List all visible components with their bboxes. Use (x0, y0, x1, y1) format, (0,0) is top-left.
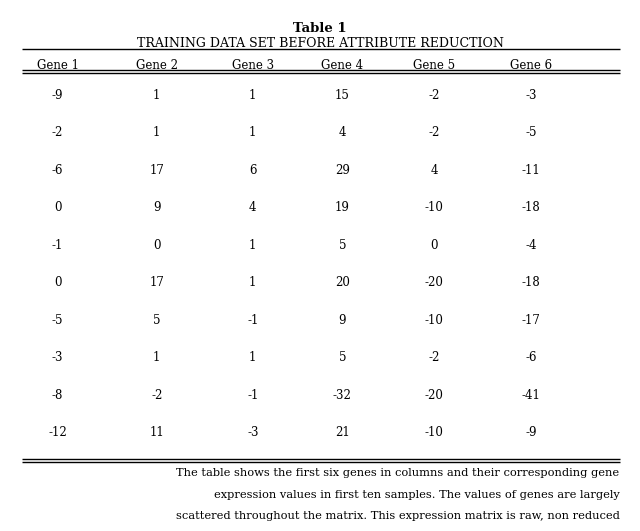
Text: -32: -32 (333, 389, 352, 401)
Text: Gene 2: Gene 2 (136, 59, 178, 72)
Text: -9: -9 (52, 89, 63, 102)
Text: TRAINING DATA SET BEFORE ATTRIBUTE REDUCTION: TRAINING DATA SET BEFORE ATTRIBUTE REDUC… (136, 37, 504, 50)
Text: -6: -6 (52, 164, 63, 177)
Text: -11: -11 (522, 164, 541, 177)
Text: -1: -1 (247, 389, 259, 401)
Text: Gene 1: Gene 1 (36, 59, 79, 72)
Text: 1: 1 (153, 89, 161, 102)
Text: 0: 0 (153, 238, 161, 252)
Text: expression values in first ten samples. The values of genes are largely: expression values in first ten samples. … (214, 490, 620, 500)
Text: Table 1: Table 1 (293, 22, 347, 35)
Text: 1: 1 (249, 126, 257, 139)
Text: -9: -9 (525, 426, 537, 439)
Text: The table shows the first six genes in columns and their corresponding gene: The table shows the first six genes in c… (177, 468, 620, 478)
Text: 9: 9 (153, 201, 161, 214)
Text: 1: 1 (249, 276, 257, 289)
Text: -41: -41 (522, 389, 541, 401)
Text: 1: 1 (249, 351, 257, 364)
Text: -10: -10 (424, 201, 444, 214)
Text: -6: -6 (525, 351, 537, 364)
Text: Gene 3: Gene 3 (232, 59, 274, 72)
Text: 5: 5 (153, 314, 161, 327)
Text: -2: -2 (428, 351, 440, 364)
Text: 1: 1 (249, 238, 257, 252)
Text: 9: 9 (339, 314, 346, 327)
Text: 19: 19 (335, 201, 350, 214)
Text: -17: -17 (522, 314, 541, 327)
Text: 20: 20 (335, 276, 350, 289)
Text: -1: -1 (52, 238, 63, 252)
Text: 0: 0 (54, 201, 61, 214)
Text: -2: -2 (52, 126, 63, 139)
Text: 17: 17 (149, 164, 164, 177)
Text: scattered throughout the matrix. This expression matrix is raw, non reduced: scattered throughout the matrix. This ex… (175, 511, 620, 521)
Text: 5: 5 (339, 351, 346, 364)
Text: Gene 6: Gene 6 (510, 59, 552, 72)
Text: 4: 4 (339, 126, 346, 139)
Text: -18: -18 (522, 201, 541, 214)
Text: 21: 21 (335, 426, 350, 439)
Text: -20: -20 (424, 276, 444, 289)
Text: 4: 4 (249, 201, 257, 214)
Text: -5: -5 (525, 126, 537, 139)
Text: -18: -18 (522, 276, 541, 289)
Text: 4: 4 (430, 164, 438, 177)
Text: -4: -4 (525, 238, 537, 252)
Text: 0: 0 (54, 276, 61, 289)
Text: 15: 15 (335, 89, 350, 102)
Text: -12: -12 (48, 426, 67, 439)
Text: -1: -1 (247, 314, 259, 327)
Text: -10: -10 (424, 314, 444, 327)
Text: -5: -5 (52, 314, 63, 327)
Text: -3: -3 (247, 426, 259, 439)
Text: -2: -2 (151, 389, 163, 401)
Text: -20: -20 (424, 389, 444, 401)
Text: 1: 1 (153, 351, 161, 364)
Text: -10: -10 (424, 426, 444, 439)
Text: 5: 5 (339, 238, 346, 252)
Text: Gene 5: Gene 5 (413, 59, 455, 72)
Text: 6: 6 (249, 164, 257, 177)
Text: Gene 4: Gene 4 (321, 59, 364, 72)
Text: 29: 29 (335, 164, 350, 177)
Text: 17: 17 (149, 276, 164, 289)
Text: -2: -2 (428, 126, 440, 139)
Text: -3: -3 (525, 89, 537, 102)
Text: 0: 0 (430, 238, 438, 252)
Text: 1: 1 (249, 89, 257, 102)
Text: -2: -2 (428, 89, 440, 102)
Text: 1: 1 (153, 126, 161, 139)
Text: -8: -8 (52, 389, 63, 401)
Text: 11: 11 (149, 426, 164, 439)
Text: -3: -3 (52, 351, 63, 364)
